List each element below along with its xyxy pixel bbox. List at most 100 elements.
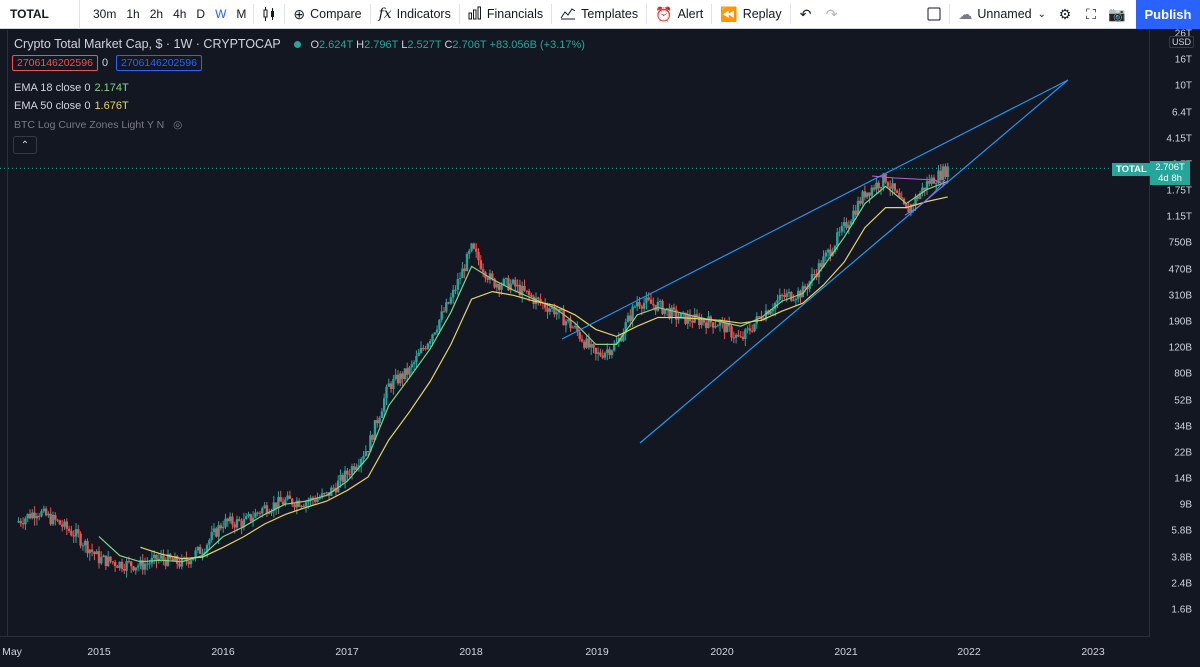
candle-body bbox=[592, 344, 595, 348]
candle-body bbox=[511, 279, 515, 284]
collapse-legend-button[interactable]: ⌃ bbox=[13, 136, 37, 154]
candle-body bbox=[415, 356, 418, 363]
candle-body bbox=[514, 279, 517, 287]
candle-body bbox=[916, 196, 919, 199]
candle-body bbox=[532, 296, 535, 304]
candle-body bbox=[792, 300, 795, 302]
currency-label[interactable]: USD bbox=[1168, 36, 1194, 48]
candle-body bbox=[438, 319, 441, 330]
interval-d[interactable]: D bbox=[196, 6, 206, 21]
candle-body bbox=[429, 340, 432, 344]
candle-body bbox=[640, 306, 643, 309]
interval-2h[interactable]: 2h bbox=[149, 6, 164, 21]
candle-body bbox=[136, 565, 140, 568]
price-axis[interactable]: 26T16T10T6.4T4.15T2.7T1.75T1.15T750B470B… bbox=[1149, 28, 1200, 636]
time-tick-label: 2021 bbox=[834, 646, 858, 658]
candle-body bbox=[741, 336, 745, 339]
candle-body bbox=[431, 334, 434, 341]
ema50-line bbox=[140, 196, 948, 560]
candle-body bbox=[642, 302, 646, 309]
interval-m[interactable]: M bbox=[236, 6, 247, 21]
candle-body bbox=[622, 333, 625, 342]
chart-legend: Crypto Total Market Cap, $ · 1W · CRYPTO… bbox=[14, 37, 585, 51]
chart-title: Crypto Total Market Cap, $ · 1W · CRYPTO… bbox=[14, 37, 281, 51]
interval-1h[interactable]: 1h bbox=[126, 6, 140, 21]
candle-body bbox=[394, 374, 397, 379]
fullscreen-icon[interactable]: ⛶ bbox=[1086, 5, 1096, 22]
candle-body bbox=[189, 560, 193, 565]
interval-30m[interactable]: 30m bbox=[93, 6, 117, 21]
price-chart[interactable] bbox=[0, 30, 1200, 666]
candle-body bbox=[325, 492, 328, 494]
candle-body bbox=[872, 187, 876, 190]
candle-body bbox=[339, 474, 342, 481]
candle-body bbox=[72, 535, 75, 537]
price-tick-label: 1.75T bbox=[1166, 185, 1192, 197]
replay-button[interactable]: ⏪ Replay bbox=[714, 0, 787, 29]
price-tick-label: 14B bbox=[1174, 473, 1192, 485]
candle-body bbox=[226, 518, 229, 522]
layout-name-button[interactable]: ☁ Unnamed ⌄ bbox=[952, 0, 1052, 29]
top-toolbar: TOTAL 30m 1h 2h 4h D W M ⊕ Compare 𝑓x In… bbox=[0, 0, 1200, 29]
indicator-btc-log-curve[interactable]: BTC Log Curve Zones Light Y N ◎ bbox=[14, 119, 183, 131]
candle-body bbox=[859, 200, 862, 204]
price-tick-label: 26T bbox=[1174, 28, 1192, 40]
candle-body bbox=[868, 192, 871, 196]
candle-body bbox=[238, 519, 241, 521]
price-tick-label: 1.6B bbox=[1171, 604, 1192, 616]
ema18-line bbox=[98, 180, 948, 563]
candle-body bbox=[475, 248, 478, 252]
ohlc-values: O2.624T H2.796T L2.527T C2.706T +83.056B… bbox=[310, 39, 585, 51]
candle-body bbox=[180, 558, 183, 567]
indicators-button[interactable]: 𝑓x Indicators bbox=[373, 0, 457, 29]
interval-w[interactable]: W bbox=[215, 6, 227, 21]
compare-button[interactable]: ⊕ Compare bbox=[287, 0, 367, 29]
candle-body bbox=[127, 561, 131, 563]
candle-body bbox=[316, 498, 319, 502]
financials-button[interactable]: Financials bbox=[462, 0, 549, 29]
candle-body bbox=[665, 308, 669, 310]
toolbar-divider bbox=[253, 4, 255, 24]
redo-icon[interactable]: ↷ bbox=[825, 5, 838, 22]
sell-price-box[interactable]: 2706146202596 bbox=[12, 55, 98, 71]
publish-button[interactable]: Publish bbox=[1136, 0, 1200, 29]
candle-body bbox=[560, 308, 563, 311]
buy-price-box[interactable]: 2706146202596 bbox=[116, 55, 202, 71]
templates-button[interactable]: Templates bbox=[554, 0, 644, 29]
alert-button[interactable]: ⏰ Alert bbox=[649, 0, 709, 29]
candle-body bbox=[813, 274, 816, 276]
candle-body bbox=[67, 528, 71, 531]
candle-body bbox=[580, 338, 584, 342]
candle-body bbox=[564, 321, 568, 326]
candle-body bbox=[412, 362, 416, 365]
toolbar-divider bbox=[789, 4, 791, 24]
interval-4h[interactable]: 4h bbox=[173, 6, 187, 21]
candle-body bbox=[123, 569, 126, 571]
candle-body bbox=[463, 268, 466, 272]
candle-type-icon[interactable] bbox=[256, 0, 282, 29]
candle-body bbox=[314, 499, 317, 502]
candle-body bbox=[65, 521, 68, 529]
indicator-ema50[interactable]: EMA 50 close 0 1.676T bbox=[14, 100, 129, 112]
gear-icon[interactable]: ⚙ bbox=[1058, 5, 1072, 22]
candle-body bbox=[833, 245, 837, 252]
price-tick-label: 6.4T bbox=[1171, 107, 1192, 119]
indicator-ema18[interactable]: EMA 18 close 0 2.174T bbox=[14, 82, 129, 94]
candle-body bbox=[371, 435, 374, 440]
candle-body bbox=[176, 556, 179, 564]
candle-body bbox=[468, 250, 471, 254]
layout-select-icon[interactable] bbox=[921, 0, 947, 29]
symbol-search[interactable]: TOTAL bbox=[0, 0, 80, 29]
candle-body bbox=[49, 513, 52, 525]
candle-body bbox=[521, 285, 524, 296]
time-axis[interactable] bbox=[0, 636, 1150, 667]
candle-body bbox=[686, 315, 689, 324]
candle-body bbox=[364, 451, 367, 457]
eye-off-icon[interactable]: ◎ bbox=[173, 119, 183, 131]
candle-body bbox=[751, 330, 754, 332]
candle-body bbox=[918, 193, 922, 199]
camera-icon[interactable]: 📷 bbox=[1108, 5, 1126, 22]
candle-body bbox=[433, 332, 436, 335]
undo-icon[interactable]: ↶ bbox=[799, 5, 812, 22]
alert-label: Alert bbox=[677, 7, 704, 21]
